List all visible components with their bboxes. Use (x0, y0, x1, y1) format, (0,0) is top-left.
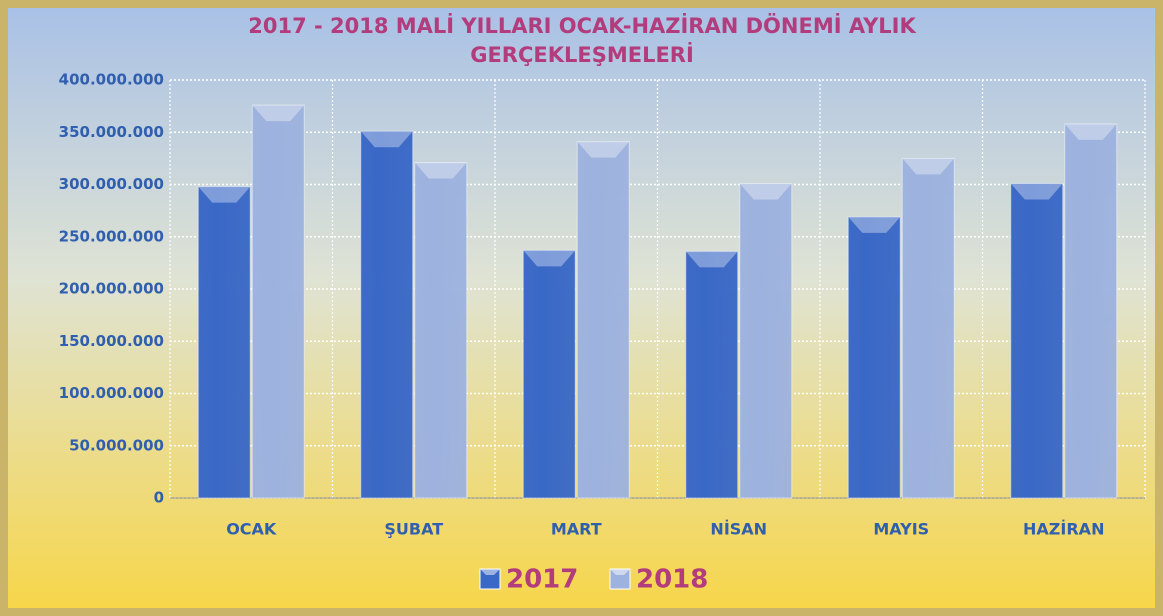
x-tick-label: MAYIS (873, 520, 929, 539)
bar (197, 186, 251, 499)
bar (847, 216, 901, 499)
bar-bevel (577, 141, 630, 158)
bar (901, 157, 955, 499)
bar (360, 130, 414, 499)
legend-swatch-bevel (480, 569, 500, 575)
x-tick-label: NİSAN (710, 520, 767, 539)
bar-bevel (902, 158, 955, 175)
bar (251, 104, 305, 499)
bar-bevel (1064, 123, 1117, 140)
y-tick-label: 200.000.000 (59, 280, 164, 298)
y-tick-label: 350.000.000 (59, 123, 164, 141)
bar (1064, 123, 1118, 499)
y-tick-label: 250.000.000 (59, 227, 164, 245)
legend-label: 2017 (506, 565, 578, 595)
y-tick-label: 150.000.000 (59, 332, 164, 350)
bar (739, 182, 793, 499)
x-tick-label: OCAK (226, 520, 277, 539)
bar (576, 141, 630, 499)
bar-bevel (739, 183, 792, 200)
bar-bevel (685, 251, 738, 268)
legend-label: 2018 (636, 565, 708, 595)
x-tick-label: MART (551, 520, 602, 539)
y-tick-label: 0 (154, 489, 164, 507)
bar (414, 162, 468, 499)
chart-title: 2017 - 2018 MALİ YILLARI OCAK-HAZİRAN DÖ… (248, 14, 916, 67)
y-tick-label: 300.000.000 (59, 175, 164, 193)
bar-bevel (1010, 183, 1063, 200)
bar (1010, 182, 1064, 499)
y-tick-label: 400.000.000 (59, 71, 164, 89)
bar (685, 250, 739, 499)
bar-bevel (523, 250, 576, 267)
x-tick-label: HAZİRAN (1023, 520, 1104, 539)
bar-bevel (360, 131, 413, 148)
bar-bevel (414, 162, 467, 179)
bar-bevel (848, 216, 901, 233)
bar-bevel (252, 105, 305, 122)
bar-bevel (198, 186, 251, 203)
y-tick-label: 100.000.000 (59, 384, 164, 402)
y-tick-label: 50.000.000 (69, 436, 164, 454)
legend-swatch-bevel (610, 569, 630, 575)
bar (522, 249, 576, 499)
x-tick-label: ŞUBAT (384, 520, 443, 539)
